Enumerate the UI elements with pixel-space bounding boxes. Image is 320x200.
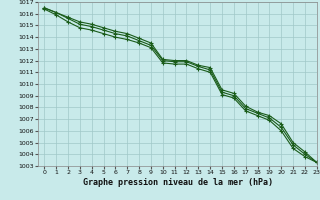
X-axis label: Graphe pression niveau de la mer (hPa): Graphe pression niveau de la mer (hPa) xyxy=(83,178,273,187)
